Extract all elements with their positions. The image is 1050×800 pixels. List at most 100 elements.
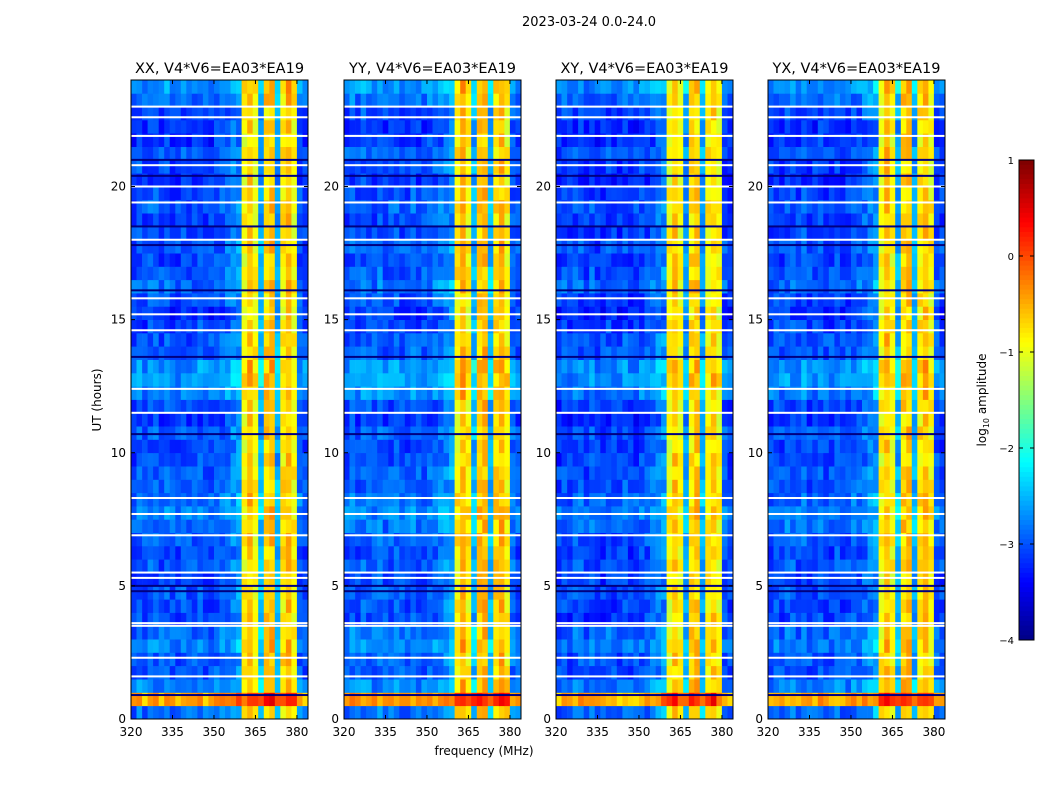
heatmap-cell <box>465 106 472 121</box>
heatmap-cell <box>727 532 734 547</box>
heatmap-cell <box>727 559 734 573</box>
heatmap-cell <box>594 692 601 707</box>
flagged-row <box>344 675 521 678</box>
heatmap-cell <box>487 532 494 547</box>
heatmap-cell <box>493 692 500 707</box>
heatmap-cell <box>214 133 220 147</box>
heatmap-cell <box>186 319 193 334</box>
heatmap-cell <box>482 545 489 560</box>
heatmap-cell <box>427 80 433 94</box>
heatmap-cell <box>158 253 165 267</box>
heatmap-cell <box>622 173 629 187</box>
heatmap-cell <box>136 146 143 161</box>
heatmap-cell <box>432 559 439 573</box>
heatmap-cell <box>454 559 461 573</box>
heatmap-cell <box>622 652 629 667</box>
heatmap-cell <box>655 399 662 414</box>
heatmap-cell <box>225 106 231 121</box>
heatmap-cell <box>393 199 400 214</box>
heatmap-cell <box>694 399 701 414</box>
heatmap-cell <box>225 386 231 400</box>
heatmap-cell <box>360 293 367 307</box>
heatmap-cell <box>699 186 706 201</box>
dropout-row <box>131 174 308 177</box>
heatmap-cell <box>153 80 159 94</box>
heatmap-cell <box>482 306 489 320</box>
heatmap-cell <box>360 625 367 640</box>
heatmap-cell <box>677 399 684 414</box>
heatmap-cell <box>817 705 824 720</box>
heatmap-cell <box>721 319 728 334</box>
heatmap-cell <box>644 612 651 627</box>
heatmap-cell <box>131 346 137 360</box>
heatmap-cell <box>655 372 662 387</box>
heatmap-cell <box>258 665 265 680</box>
heatmap-cell <box>509 412 516 427</box>
heatmap-cell <box>147 412 154 427</box>
heatmap-cell <box>454 319 461 334</box>
heatmap-cell <box>683 346 690 360</box>
heatmap-cell <box>180 239 187 254</box>
heatmap-cell <box>710 186 717 201</box>
heatmap-cell <box>572 213 579 227</box>
heatmap-cell <box>699 386 706 400</box>
heatmap-cell <box>274 599 281 613</box>
heatmap-cell <box>567 652 573 667</box>
heatmap-cell <box>583 426 590 440</box>
heatmap-cell <box>556 213 562 227</box>
heatmap-cell <box>153 572 159 587</box>
heatmap-cell <box>393 479 400 494</box>
heatmap-cell <box>263 226 270 241</box>
heatmap-cell <box>878 679 885 693</box>
heatmap-cell <box>263 492 270 507</box>
heatmap-cell <box>834 679 841 693</box>
heatmap-cell <box>655 146 662 161</box>
heatmap-cell <box>175 173 182 187</box>
heatmap-cell <box>175 226 182 241</box>
flagged-row <box>556 329 733 332</box>
heatmap-cell <box>655 506 662 520</box>
heatmap-cell <box>677 506 684 520</box>
heatmap-cell <box>556 106 562 121</box>
heatmap-cell <box>263 639 270 653</box>
heatmap-cell <box>465 492 472 507</box>
heatmap-cell <box>928 679 935 693</box>
heatmap-cell <box>410 319 417 334</box>
heatmap-cell <box>627 506 634 520</box>
heatmap-cell <box>845 665 852 680</box>
heatmap-cell <box>230 279 237 294</box>
heatmap-cell <box>627 612 634 627</box>
heatmap-cell <box>716 279 723 294</box>
heatmap-cell <box>291 532 298 547</box>
heatmap-cell <box>269 346 276 360</box>
heatmap-cell <box>487 119 494 134</box>
heatmap-cell <box>214 266 220 281</box>
heatmap-cell <box>627 492 634 507</box>
heatmap-cell <box>639 80 645 94</box>
heatmap-cell <box>683 612 690 627</box>
heatmap-cell <box>285 585 292 600</box>
heatmap-cell <box>465 173 472 187</box>
heatmap-cell <box>399 426 406 440</box>
heatmap-cell <box>219 612 226 627</box>
heatmap-cell <box>366 506 372 520</box>
heatmap-cell <box>230 679 237 693</box>
heatmap-cell <box>247 80 254 94</box>
heatmap-cell <box>219 93 226 107</box>
heatmap-cell <box>498 412 505 427</box>
heatmap-cell <box>460 572 467 587</box>
heatmap-cell <box>683 625 690 640</box>
heatmap-cell <box>705 625 712 640</box>
heatmap-cell <box>252 146 259 161</box>
heatmap-cell <box>169 479 176 494</box>
heatmap-cell <box>236 679 242 693</box>
heatmap-cell <box>556 93 562 107</box>
heatmap-cell <box>371 559 378 573</box>
heatmap-cell <box>694 479 701 494</box>
heatmap-cell <box>225 239 231 254</box>
heatmap-cell <box>421 80 428 94</box>
flagged-row <box>344 576 521 579</box>
heatmap-cell <box>716 226 723 241</box>
heatmap-cell <box>716 359 723 374</box>
heatmap-cell <box>274 612 281 627</box>
